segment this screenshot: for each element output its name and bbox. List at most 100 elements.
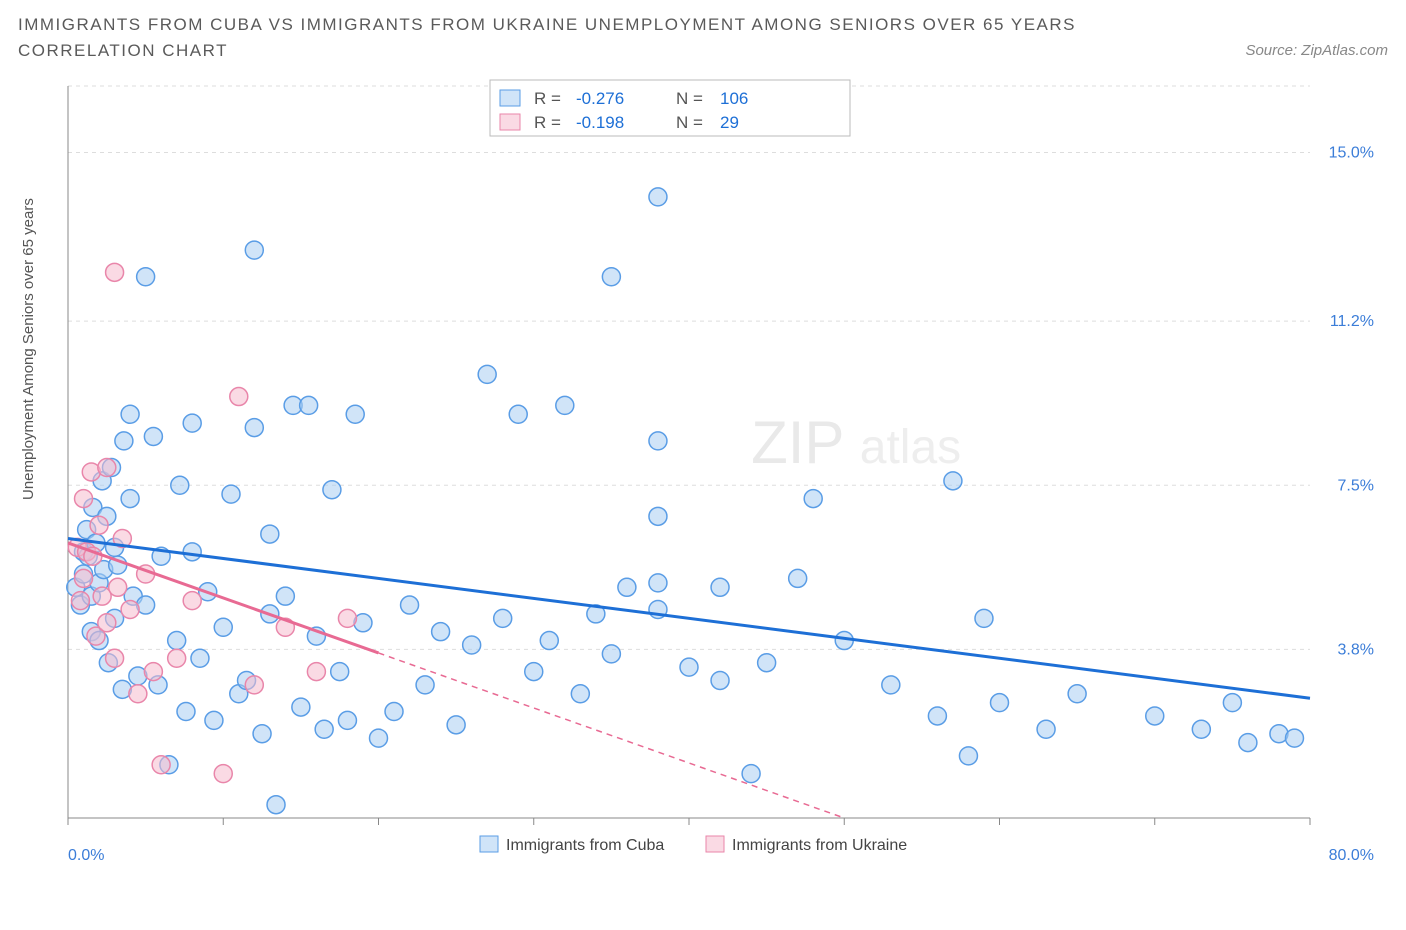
svg-text:R =: R = xyxy=(534,89,561,108)
y-axis-label: Unemployment Among Seniors over 65 years xyxy=(20,198,37,500)
data-point xyxy=(346,405,364,423)
data-point xyxy=(1223,694,1241,712)
data-point xyxy=(137,268,155,286)
data-point xyxy=(478,365,496,383)
svg-text:R =: R = xyxy=(534,113,561,132)
data-point xyxy=(106,263,124,281)
data-point xyxy=(205,711,223,729)
data-point xyxy=(680,658,698,676)
svg-text:106: 106 xyxy=(720,89,748,108)
source-attribution: Source: ZipAtlas.com xyxy=(1245,42,1388,59)
data-point xyxy=(401,596,419,614)
data-point xyxy=(649,188,667,206)
svg-text:N =: N = xyxy=(676,89,703,108)
data-point xyxy=(115,432,133,450)
data-point xyxy=(90,516,108,534)
data-point xyxy=(742,765,760,783)
data-point xyxy=(121,600,139,618)
data-point xyxy=(75,569,93,587)
data-point xyxy=(152,756,170,774)
data-point xyxy=(602,268,620,286)
data-point xyxy=(261,525,279,543)
data-point xyxy=(121,490,139,508)
x-tick-label: 0.0% xyxy=(68,847,104,864)
data-point xyxy=(1239,734,1257,752)
data-point xyxy=(292,698,310,716)
data-point xyxy=(525,663,543,681)
data-point xyxy=(276,587,294,605)
data-point xyxy=(509,405,527,423)
data-point xyxy=(191,649,209,667)
data-point xyxy=(370,729,388,747)
data-point xyxy=(959,747,977,765)
data-point xyxy=(315,720,333,738)
data-point xyxy=(98,459,116,477)
data-point xyxy=(230,388,248,406)
data-point xyxy=(171,476,189,494)
svg-text:N =: N = xyxy=(676,113,703,132)
data-point xyxy=(991,694,1009,712)
data-point xyxy=(556,396,574,414)
data-point xyxy=(214,765,232,783)
svg-text:Immigrants from Ukraine: Immigrants from Ukraine xyxy=(732,837,907,854)
data-point xyxy=(758,654,776,672)
data-point xyxy=(602,645,620,663)
data-point xyxy=(789,569,807,587)
data-point xyxy=(1192,720,1210,738)
data-point xyxy=(975,609,993,627)
data-point xyxy=(245,419,263,437)
data-point xyxy=(144,663,162,681)
data-point xyxy=(245,676,263,694)
legend-series: Immigrants from Cuba Immigrants from Ukra… xyxy=(480,836,907,854)
data-point xyxy=(168,649,186,667)
data-point xyxy=(385,703,403,721)
data-point xyxy=(214,618,232,636)
data-point xyxy=(416,676,434,694)
data-point xyxy=(109,578,127,596)
watermark-icon: ZIP xyxy=(751,409,844,476)
data-point xyxy=(494,609,512,627)
data-point xyxy=(463,636,481,654)
y-tick-label: 7.5% xyxy=(1338,477,1374,494)
data-point xyxy=(323,481,341,499)
data-point xyxy=(571,685,589,703)
data-point xyxy=(300,396,318,414)
data-point xyxy=(183,414,201,432)
svg-text:-0.276: -0.276 xyxy=(576,89,624,108)
data-point xyxy=(804,490,822,508)
data-point xyxy=(618,578,636,596)
data-point xyxy=(1068,685,1086,703)
data-point xyxy=(338,711,356,729)
data-point xyxy=(649,432,667,450)
data-point xyxy=(71,592,89,610)
data-point xyxy=(245,241,263,259)
svg-text:29: 29 xyxy=(720,113,739,132)
chart-svg: ZIPatlas3.8%7.5%11.2%15.0%0.0%80.0%R =-0… xyxy=(60,78,1380,868)
data-point xyxy=(331,663,349,681)
legend-stats: R =-0.276N =106R =-0.198N = 29 xyxy=(490,80,850,136)
data-point xyxy=(649,574,667,592)
data-point xyxy=(129,685,147,703)
data-point xyxy=(121,405,139,423)
data-point xyxy=(1146,707,1164,725)
data-point xyxy=(98,614,116,632)
data-point xyxy=(338,609,356,627)
data-point xyxy=(447,716,465,734)
x-tick-label: 80.0% xyxy=(1329,847,1374,864)
data-point xyxy=(106,649,124,667)
y-tick-label: 11.2% xyxy=(1330,313,1374,330)
data-point xyxy=(928,707,946,725)
data-point xyxy=(944,472,962,490)
data-point xyxy=(540,632,558,650)
data-point xyxy=(1285,729,1303,747)
svg-text:Immigrants from Cuba: Immigrants from Cuba xyxy=(506,837,664,854)
data-point xyxy=(882,676,900,694)
data-point xyxy=(168,632,186,650)
data-point xyxy=(222,485,240,503)
data-point xyxy=(432,623,450,641)
chart-title: IMMIGRANTS FROM CUBA VS IMMIGRANTS FROM … xyxy=(18,12,1118,64)
data-point xyxy=(1037,720,1055,738)
data-point xyxy=(183,592,201,610)
data-point xyxy=(183,543,201,561)
data-point xyxy=(177,703,195,721)
